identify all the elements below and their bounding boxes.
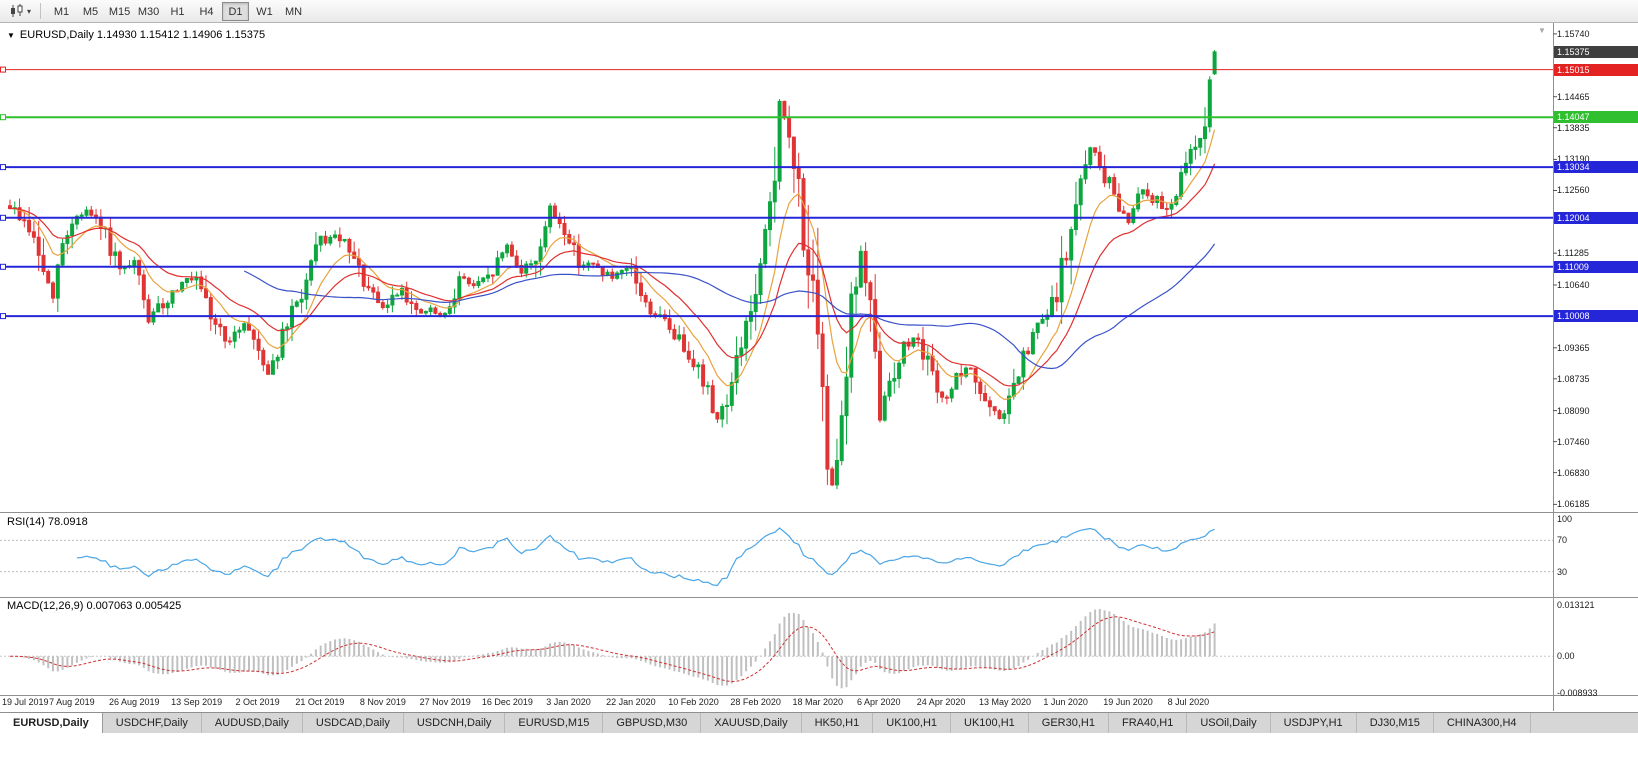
ma-sma-50-line <box>243 243 1216 370</box>
chart-tab-usdcad-daily[interactable]: USDCAD,Daily <box>303 713 404 733</box>
chart-tabs-bar: EURUSD,Daily USDCHF,Daily AUDUSD,Daily USDC… <box>0 712 1638 733</box>
candlestick-chart-icon <box>11 4 23 17</box>
timeframe-button-w1[interactable]: W1 <box>256 5 273 18</box>
chart-tab-usdcnh-daily[interactable]: USDCNH,Daily <box>404 713 506 733</box>
chart-tab-usdchf-daily[interactable]: USDCHF,Daily <box>103 713 202 733</box>
chart-tab-xauusd-daily[interactable]: XAUUSD,Daily <box>701 713 802 733</box>
toolbar: ▾ M1 M5 M15 M30 H1 H4 D1 W1 MN <box>0 0 1638 23</box>
level-handle[interactable] <box>0 214 6 221</box>
timeframe-button-m30[interactable]: M30 <box>137 5 160 18</box>
chart-title-text: EURUSD,Daily 1.14930 1.15412 1.14906 1.1… <box>19 29 266 41</box>
level-handle[interactable] <box>0 263 6 270</box>
chart-title: ▼ EURUSD,Daily 1.14930 1.15412 1.14906 1.… <box>7 29 265 41</box>
macd-label: MACD(12,26,9) 0.007063 0.005425 <box>7 600 182 612</box>
candles-down <box>8 100 1169 487</box>
rsi-line <box>76 527 1215 587</box>
timeframe-button-m1[interactable]: M1 <box>53 5 70 18</box>
ma-ema-21-line <box>9 163 1216 387</box>
chart-tab-usoil-daily[interactable]: USOil,Daily <box>1187 713 1271 733</box>
chevron-down-icon: ▾ <box>27 6 32 16</box>
chart-tab-china300-h4[interactable]: CHINA300,H4 <box>1434 713 1531 733</box>
toolbar-separator <box>40 3 42 19</box>
rsi-label: RSI(14) 78.0918 <box>7 516 88 528</box>
ma-ema-10-line <box>9 129 1216 401</box>
collapse-arrow-icon[interactable]: ▼ <box>7 31 15 40</box>
level-handle[interactable] <box>0 164 6 171</box>
timeframe-toolbar: M1 M5 M15 M30 H1 H4 D1 W1 MN <box>47 1 308 21</box>
macd-signal-line <box>10 616 1215 683</box>
timeframe-button-h4[interactable]: H4 <box>199 5 214 18</box>
timeframe-button-d1[interactable]: D1 <box>222 1 250 21</box>
chart-tab-dj30-m15[interactable]: DJ30,M15 <box>1357 713 1434 733</box>
chart-shift-marker-icon[interactable]: ▼ <box>1538 26 1546 35</box>
chart-tab-ger30-h1[interactable]: GER30,H1 <box>1029 713 1109 733</box>
chart-tab-uk100-h1[interactable]: UK100,H1 <box>951 713 1029 733</box>
chart-tab-fra40-h1[interactable]: FRA40,H1 <box>1109 713 1188 733</box>
chart-tab-uk100-h1[interactable]: UK100,H1 <box>873 713 952 733</box>
chart-type-button[interactable]: ▾ <box>6 3 34 19</box>
timeframe-button-mn[interactable]: MN <box>284 5 303 18</box>
chart-tab-gbpusd-m30[interactable]: GBPUSD,M30 <box>603 713 702 733</box>
timeframe-button-m5[interactable]: M5 <box>82 5 99 18</box>
chart-tab-eurusd-daily[interactable]: EURUSD,Daily <box>0 713 103 733</box>
chart-tab-usdjpy-h1[interactable]: USDJPY,H1 <box>1271 713 1357 733</box>
chart-tab-eurusd-m15[interactable]: EURUSD,M15 <box>505 713 604 733</box>
chart-tab-audusd-daily[interactable]: AUDUSD,Daily <box>202 713 303 733</box>
level-handle[interactable] <box>0 313 6 320</box>
chart-tab-hk50-h1[interactable]: HK50,H1 <box>802 713 874 733</box>
level-handle[interactable] <box>0 66 6 73</box>
level-handle[interactable] <box>0 114 6 121</box>
timeframe-button-m15[interactable]: M15 <box>108 5 131 18</box>
macd-histogram <box>18 609 1216 689</box>
timeframe-button-h1[interactable]: H1 <box>170 5 185 18</box>
candles-up <box>12 50 1217 490</box>
